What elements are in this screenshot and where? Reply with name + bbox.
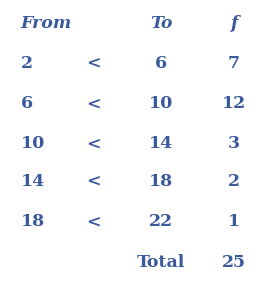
Text: 14: 14 [21,173,45,190]
Text: 3: 3 [228,135,240,153]
Text: 2: 2 [228,173,240,190]
Text: Total: Total [137,253,185,271]
Text: f: f [230,14,238,32]
Text: 6: 6 [155,55,167,72]
Text: <: < [86,173,101,190]
Text: 18: 18 [149,173,173,190]
Text: <: < [86,95,101,112]
Text: 12: 12 [222,95,246,112]
Text: 10: 10 [21,135,45,153]
Text: 10: 10 [149,95,173,112]
Text: 2: 2 [21,55,33,72]
Text: 18: 18 [21,213,45,230]
Text: <: < [86,135,101,153]
Text: 22: 22 [149,213,173,230]
Text: To: To [150,14,172,32]
Text: 7: 7 [228,55,240,72]
Text: <: < [86,213,101,230]
Text: 1: 1 [228,213,240,230]
Text: 6: 6 [21,95,33,112]
Text: <: < [86,55,101,72]
Text: 14: 14 [149,135,173,153]
Text: 25: 25 [222,253,246,271]
Text: From: From [21,14,72,32]
